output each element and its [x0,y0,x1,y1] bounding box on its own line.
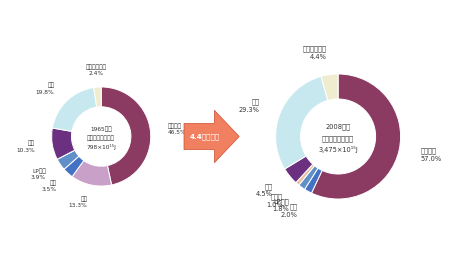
Wedge shape [101,87,151,185]
Text: 重油
10.3%: 重油 10.3% [17,141,35,153]
Text: 2008年度: 2008年度 [325,124,350,130]
Wedge shape [298,166,317,189]
Text: 電力
3.5%: 電力 3.5% [41,180,56,192]
Text: 3,475×10¹⁵J: 3,475×10¹⁵J [318,146,357,153]
Text: 潤滑油
1.0%: 潤滑油 1.0% [266,194,282,207]
Wedge shape [52,88,96,131]
Wedge shape [51,128,75,159]
Wedge shape [275,76,327,169]
Text: エネルギー消費量: エネルギー消費量 [321,135,353,142]
Wedge shape [311,74,400,199]
Text: 石炭
13.3%: 石炭 13.3% [68,196,87,208]
Wedge shape [295,164,314,185]
Wedge shape [64,156,84,177]
Text: 4.4倍に増加: 4.4倍に増加 [190,133,219,140]
Wedge shape [94,87,101,107]
Wedge shape [284,156,312,183]
Text: 1965年度: 1965年度 [90,126,112,132]
Wedge shape [304,168,321,193]
Text: LPガス
1.8%: LPガス 1.8% [272,198,288,212]
Polygon shape [184,110,239,163]
Text: ガソリン
57.0%: ガソリン 57.0% [420,148,441,162]
Text: ジェット燃料
4.4%: ジェット燃料 4.4% [302,46,326,60]
Wedge shape [57,150,75,159]
Text: LPガス
3.9%: LPガス 3.9% [31,168,46,180]
Text: ジェット燃料
2.4%: ジェット燃料 2.4% [85,64,106,76]
Wedge shape [72,161,112,186]
Text: ガソリン
46.5%: ガソリン 46.5% [168,124,186,135]
Wedge shape [57,150,79,169]
Wedge shape [320,74,337,100]
Text: 軽油
19.8%: 軽油 19.8% [35,83,54,95]
Text: 軽油
29.3%: 軽油 29.3% [238,99,259,113]
Text: 798×10¹⁵J: 798×10¹⁵J [86,144,116,150]
Text: 電力
2.0%: 電力 2.0% [280,203,297,218]
Text: エネルギー消費量: エネルギー消費量 [87,135,115,141]
Text: 重油
4.5%: 重油 4.5% [256,183,272,197]
